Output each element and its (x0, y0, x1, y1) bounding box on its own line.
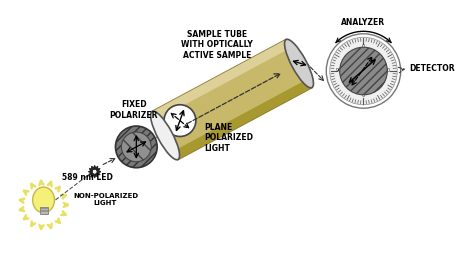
Ellipse shape (121, 132, 151, 162)
Ellipse shape (340, 47, 387, 95)
Ellipse shape (116, 126, 157, 168)
Text: 90: 90 (336, 69, 342, 73)
Text: 90: 90 (385, 69, 392, 73)
Bar (40, 207, 47, 214)
Ellipse shape (164, 105, 196, 136)
Text: 589 nm LED: 589 nm LED (63, 173, 113, 182)
Text: NON-POLARIZED
LIGHT: NON-POLARIZED LIGHT (73, 193, 138, 206)
Polygon shape (152, 40, 312, 160)
Polygon shape (173, 79, 312, 160)
Text: 0: 0 (362, 44, 365, 49)
Text: 0: 0 (362, 93, 365, 98)
Polygon shape (152, 40, 291, 120)
Circle shape (326, 34, 401, 108)
Text: SAMPLE TUBE
WITH OPTICALLY
ACTIVE SAMPLE: SAMPLE TUBE WITH OPTICALLY ACTIVE SAMPLE (181, 30, 253, 60)
Ellipse shape (33, 187, 55, 213)
Ellipse shape (284, 39, 313, 88)
Text: ANALYZER: ANALYZER (341, 18, 385, 27)
Text: FIXED
POLARIZER: FIXED POLARIZER (109, 100, 158, 120)
Ellipse shape (151, 111, 180, 160)
Circle shape (330, 37, 397, 105)
Text: DETECTOR: DETECTOR (409, 64, 455, 73)
Text: PLANE
POLARIZED
LIGHT: PLANE POLARIZED LIGHT (204, 123, 253, 153)
